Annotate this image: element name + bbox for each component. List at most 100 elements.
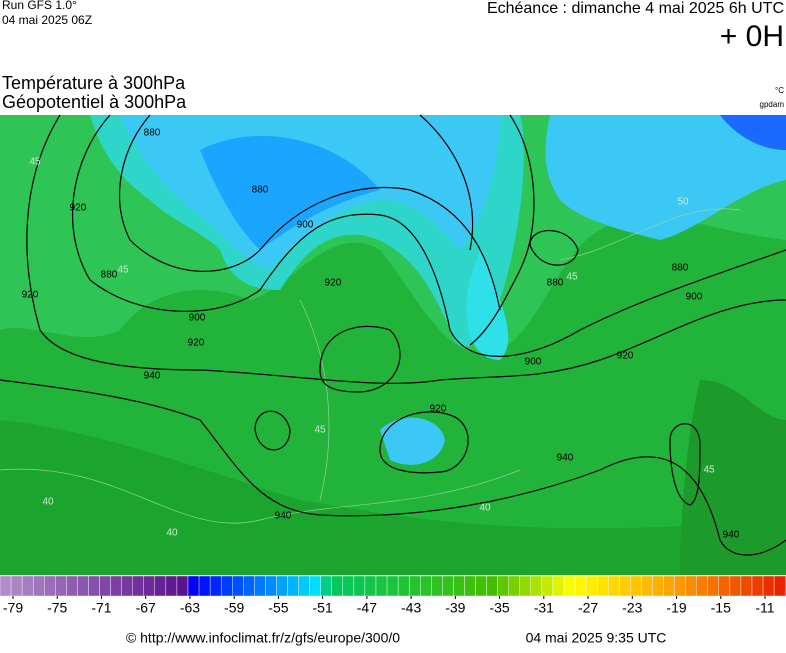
color-box xyxy=(729,575,742,597)
contour-label: 900 xyxy=(189,313,206,324)
colorbar-tick-label: -67 xyxy=(136,600,156,616)
color-box xyxy=(176,575,189,597)
colorbar-tick-label: -35 xyxy=(489,600,509,616)
run: Run GFS 1.0° xyxy=(2,0,77,12)
color-box xyxy=(88,575,100,597)
colorbar-tick-label: -31 xyxy=(534,600,554,616)
isotherm-label: 40 xyxy=(166,528,178,539)
color-box xyxy=(508,575,520,597)
unit-temperature: °C xyxy=(775,86,784,95)
color-box xyxy=(541,575,554,597)
color-box xyxy=(110,575,122,597)
color-box xyxy=(619,575,631,597)
color-box xyxy=(596,575,609,597)
color-box xyxy=(696,575,708,597)
contour-label: 920 xyxy=(70,203,87,214)
color-box xyxy=(198,575,211,597)
map xyxy=(0,114,786,575)
contour-label: 940 xyxy=(144,371,161,382)
color-box xyxy=(99,575,111,597)
color-box xyxy=(685,575,697,597)
colorbar-tick-label: -47 xyxy=(357,600,377,616)
lead-time: + 0H xyxy=(720,20,784,53)
contour-label: 940 xyxy=(723,530,740,541)
color-box xyxy=(0,575,12,597)
forecast: Echéance : dimanche 4 mai 2025 6h UTC xyxy=(487,0,784,17)
isotherm-label: 45 xyxy=(566,272,578,283)
contour-label: 880 xyxy=(101,270,118,281)
color-box xyxy=(331,575,344,597)
color-box xyxy=(397,575,410,597)
color-box xyxy=(431,575,443,597)
isotherm-label: 45 xyxy=(703,465,715,476)
color-box xyxy=(232,575,244,597)
color-box xyxy=(386,575,399,597)
contour-label: 880 xyxy=(144,128,161,139)
color-box xyxy=(486,575,498,597)
isotherm-label: 45 xyxy=(117,265,129,276)
color-box xyxy=(32,575,45,597)
colorbar-tick-label: -43 xyxy=(401,600,421,616)
color-box xyxy=(663,575,675,597)
contour-label: 920 xyxy=(617,351,634,362)
contour-label: 920 xyxy=(325,278,342,289)
color-box xyxy=(132,575,144,597)
colorbar-tick-label: -59 xyxy=(224,600,244,616)
colorbar-tick-label: -55 xyxy=(268,600,288,616)
color-box xyxy=(552,575,565,597)
color-box xyxy=(707,575,720,597)
color-box xyxy=(718,575,731,597)
color-box xyxy=(265,575,277,597)
color-box xyxy=(187,575,200,597)
color-box xyxy=(408,575,421,597)
contour-label: 880 xyxy=(252,185,269,196)
color-box xyxy=(364,575,377,597)
contour-label: 920 xyxy=(430,404,447,415)
color-box xyxy=(121,575,133,597)
contour-label: 940 xyxy=(275,511,292,522)
color-box xyxy=(773,575,786,597)
contour-label: 900 xyxy=(525,357,542,368)
isotherm-label: 45 xyxy=(314,425,326,436)
color-box xyxy=(154,575,167,597)
color-box xyxy=(44,575,56,597)
colorbar-tick-label: -19 xyxy=(666,600,686,616)
color-box xyxy=(220,575,233,597)
title-temperature: Température à 300hPa xyxy=(2,73,186,93)
color-box xyxy=(442,575,454,597)
color-box xyxy=(762,575,775,597)
contour-label: 880 xyxy=(672,263,689,274)
color-box xyxy=(375,575,388,597)
color-box xyxy=(353,575,366,597)
color-box xyxy=(66,575,78,597)
color-box xyxy=(10,575,23,597)
color-box xyxy=(608,575,620,597)
contour-label: 900 xyxy=(686,292,703,303)
colorbar-tick-label: -79 xyxy=(3,600,23,616)
color-box xyxy=(519,575,532,597)
color-box xyxy=(320,575,332,597)
colorbar-tick-label: -11 xyxy=(755,600,774,616)
colorbar-tick-label: -27 xyxy=(578,600,598,616)
colorbar-tick-label: -63 xyxy=(180,600,200,616)
contour-label: 900 xyxy=(297,220,314,231)
color-box xyxy=(630,575,642,597)
colorbar-tick-label: -75 xyxy=(47,600,67,616)
color-box xyxy=(243,575,255,597)
colorbar-tick-label: -15 xyxy=(711,600,731,616)
color-box xyxy=(420,575,432,597)
color-box xyxy=(497,575,509,597)
color-box xyxy=(475,575,487,597)
contour-label: 880 xyxy=(547,278,564,289)
color-box xyxy=(165,575,178,597)
color-box xyxy=(751,575,764,597)
colorbar-tick-label: -39 xyxy=(445,600,465,616)
color-box xyxy=(287,575,299,597)
color-box xyxy=(209,575,222,597)
unit-geopotential: gpdam xyxy=(760,100,785,109)
color-box xyxy=(464,575,476,597)
contour-label: 940 xyxy=(557,453,574,464)
color-box xyxy=(309,575,321,597)
source-url: © http://www.infoclimat.fr/z/gfs/europe/… xyxy=(126,630,400,646)
